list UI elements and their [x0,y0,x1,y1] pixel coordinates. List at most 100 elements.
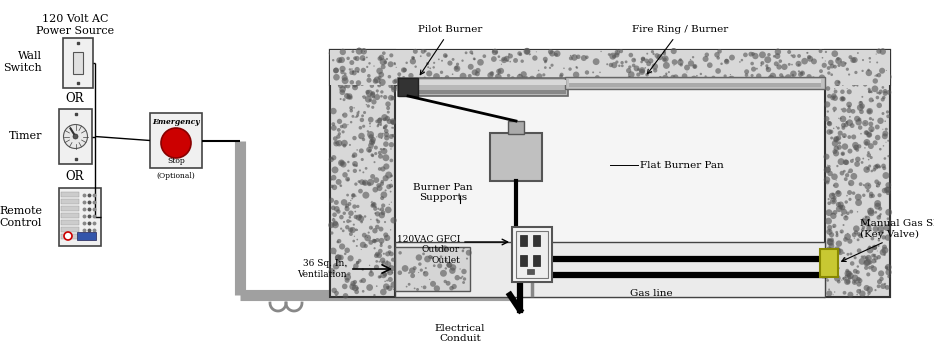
Circle shape [340,125,344,128]
Circle shape [362,171,364,173]
Circle shape [468,74,472,78]
Circle shape [340,228,342,230]
Circle shape [383,175,389,181]
Circle shape [836,139,838,141]
Circle shape [774,53,780,59]
Circle shape [657,57,658,59]
Circle shape [336,64,343,71]
Circle shape [861,70,864,72]
Circle shape [357,111,360,114]
Circle shape [620,61,624,64]
Circle shape [576,79,579,81]
Circle shape [779,60,782,63]
Circle shape [336,209,341,214]
Circle shape [360,55,365,61]
Bar [59,188,101,246]
Circle shape [874,75,875,77]
Circle shape [828,71,830,73]
Circle shape [820,80,822,82]
Circle shape [361,68,366,73]
Circle shape [833,128,834,129]
Circle shape [574,77,581,84]
Circle shape [869,220,870,221]
Circle shape [768,81,771,84]
Circle shape [739,61,741,63]
Circle shape [628,71,634,78]
Circle shape [878,66,881,69]
Circle shape [692,56,694,58]
Circle shape [357,229,358,231]
Text: Gas line: Gas line [630,289,672,298]
Circle shape [861,255,863,258]
Circle shape [885,187,891,192]
Circle shape [369,122,371,125]
Circle shape [456,63,460,66]
Circle shape [844,270,851,277]
Circle shape [509,61,511,62]
Circle shape [390,201,392,203]
Circle shape [663,50,666,53]
Circle shape [883,89,887,93]
Circle shape [377,118,382,123]
Circle shape [756,68,757,70]
Circle shape [370,57,373,61]
Circle shape [441,60,443,62]
Circle shape [345,76,348,80]
Circle shape [724,74,727,78]
Circle shape [876,49,882,54]
Circle shape [354,62,358,65]
Circle shape [511,76,515,81]
Circle shape [864,285,870,291]
Circle shape [353,223,355,226]
Circle shape [615,82,617,85]
Circle shape [345,206,349,211]
Circle shape [433,62,435,64]
Circle shape [836,62,842,68]
Circle shape [360,55,365,61]
Circle shape [389,191,391,192]
Circle shape [375,51,382,58]
Circle shape [686,72,687,73]
Circle shape [762,78,763,79]
Circle shape [653,68,658,73]
Circle shape [370,84,375,88]
Circle shape [875,74,882,81]
Circle shape [859,109,864,114]
Circle shape [559,74,563,78]
Circle shape [353,56,357,60]
Circle shape [460,277,462,279]
Circle shape [825,218,832,224]
Circle shape [881,97,884,102]
Circle shape [347,219,350,223]
Circle shape [885,70,887,71]
Circle shape [377,56,382,61]
Circle shape [380,191,388,198]
Circle shape [462,281,465,284]
Circle shape [864,122,866,124]
Circle shape [776,64,782,70]
Circle shape [380,242,383,245]
Circle shape [452,58,455,61]
Circle shape [385,280,386,282]
Circle shape [362,96,363,97]
Circle shape [876,54,877,55]
Circle shape [881,164,885,168]
Circle shape [368,149,372,152]
Circle shape [331,185,333,188]
Bar [330,50,890,297]
Circle shape [841,61,846,67]
Circle shape [800,71,805,76]
Circle shape [875,135,881,140]
Circle shape [845,173,849,177]
Circle shape [806,52,809,54]
Circle shape [343,212,346,215]
Circle shape [768,81,771,84]
Circle shape [402,265,408,272]
Circle shape [384,135,389,141]
Circle shape [787,50,791,54]
Circle shape [390,229,391,231]
Text: Stop: Stop [167,157,185,165]
Circle shape [648,58,654,63]
Circle shape [359,57,361,59]
Circle shape [819,69,823,73]
